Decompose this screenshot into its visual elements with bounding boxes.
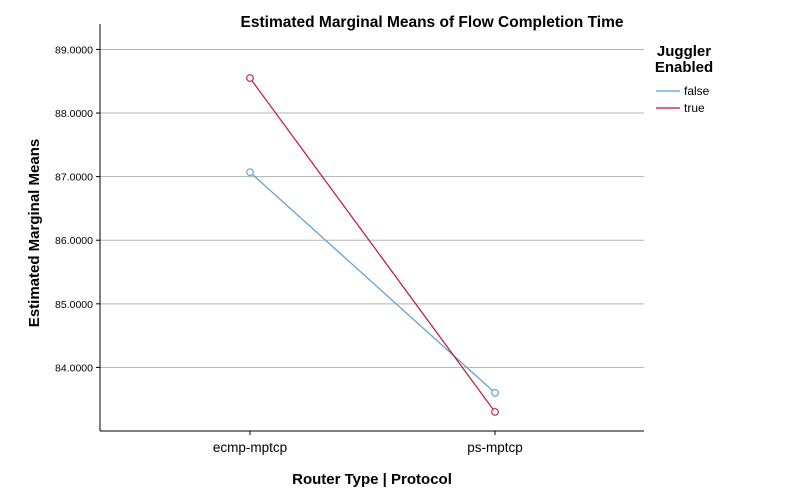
y-tick-label: 84.0000	[55, 362, 93, 374]
series-line-true	[249, 77, 496, 413]
y-tick-label: 85.0000	[55, 299, 93, 311]
data-point-true	[491, 408, 499, 416]
y-tick-label: 87.0000	[55, 172, 93, 184]
x-tick-label: ps-mptcp	[467, 440, 523, 455]
legend-title-line-1: Juggler	[657, 43, 711, 60]
data-point-false	[246, 168, 254, 177]
legend-label-false: false	[684, 84, 710, 98]
chart-title: Estimated Marginal Means of Flow Complet…	[241, 14, 624, 31]
x-tick-label: ecmp-mptcp	[213, 440, 287, 455]
data-point-true	[246, 74, 254, 82]
y-tick-label: 88.0000	[55, 108, 93, 120]
legend: Juggler Enabled false true	[655, 43, 713, 115]
legend-label-true: true	[684, 101, 705, 115]
axes	[99, 24, 644, 432]
y-axis-title: Estimated Marginal Means	[26, 139, 43, 327]
legend-items: false true	[656, 84, 710, 115]
grid-lines	[100, 48, 644, 368]
x-axis-title: Router Type | Protocol	[292, 471, 452, 488]
y-tick-labels: 84.0000 85.0000 86.0000 87.0000 88.0000 89.00…	[55, 44, 100, 374]
series-lines	[246, 74, 499, 416]
x-tick-labels: ecmp-mptcp ps-mptcp	[213, 431, 523, 455]
series-line-false	[249, 171, 496, 394]
y-tick-label: 86.0000	[55, 235, 93, 247]
legend-title-line-2: Enabled	[655, 59, 713, 76]
data-point-false	[491, 388, 499, 397]
y-tick-label: 89.0000	[55, 44, 93, 56]
